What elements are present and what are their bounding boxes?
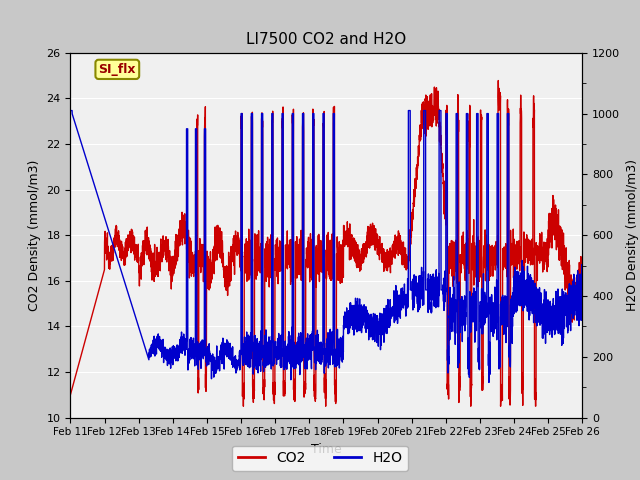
X-axis label: Time: Time bbox=[311, 443, 342, 456]
Text: SI_flx: SI_flx bbox=[99, 63, 136, 76]
Y-axis label: H2O Density (mmol/m3): H2O Density (mmol/m3) bbox=[626, 159, 639, 311]
Y-axis label: CO2 Density (mmol/m3): CO2 Density (mmol/m3) bbox=[28, 159, 41, 311]
Title: LI7500 CO2 and H2O: LI7500 CO2 and H2O bbox=[246, 33, 406, 48]
Legend: CO2, H2O: CO2, H2O bbox=[232, 445, 408, 471]
